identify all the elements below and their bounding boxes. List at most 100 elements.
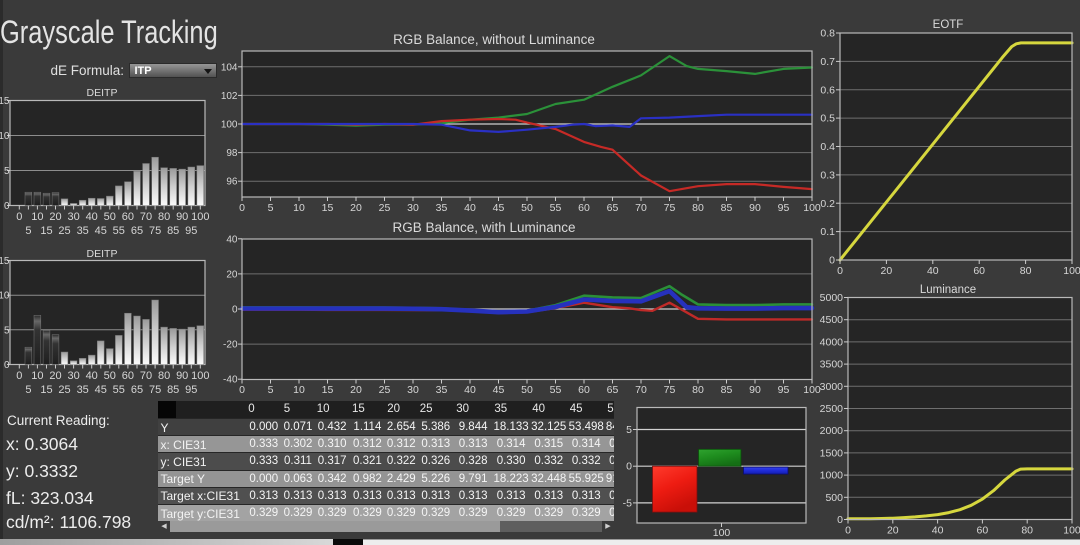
svg-text:45: 45 xyxy=(95,225,107,237)
svg-text:0: 0 xyxy=(16,211,22,223)
svg-text:0.7: 0.7 xyxy=(820,56,835,68)
svg-text:95: 95 xyxy=(185,225,197,237)
svg-text:15: 15 xyxy=(0,96,10,107)
svg-text:85: 85 xyxy=(167,225,179,237)
svg-text:75: 75 xyxy=(664,384,676,396)
svg-text:65: 65 xyxy=(607,384,619,396)
svg-text:0: 0 xyxy=(232,305,238,316)
svg-text:80: 80 xyxy=(1020,265,1032,277)
svg-text:45: 45 xyxy=(493,202,505,214)
svg-text:15: 15 xyxy=(322,202,334,214)
svg-text:30: 30 xyxy=(407,384,419,396)
svg-text:60: 60 xyxy=(122,370,134,382)
svg-text:0.4: 0.4 xyxy=(820,141,835,153)
svg-text:50: 50 xyxy=(104,370,116,382)
svg-text:20: 20 xyxy=(887,525,899,537)
svg-text:15: 15 xyxy=(322,384,334,396)
svg-text:DEITP: DEITP xyxy=(87,87,118,99)
svg-text:70: 70 xyxy=(140,370,152,382)
svg-text:65: 65 xyxy=(607,202,619,214)
svg-text:60: 60 xyxy=(977,525,989,537)
svg-text:45: 45 xyxy=(493,384,505,396)
svg-text:20: 20 xyxy=(49,211,61,223)
svg-text:5: 5 xyxy=(268,384,274,396)
svg-text:90: 90 xyxy=(176,211,188,223)
svg-text:0: 0 xyxy=(829,255,835,267)
svg-text:80: 80 xyxy=(158,370,170,382)
svg-text:DEITP: DEITP xyxy=(87,248,118,260)
svg-text:500: 500 xyxy=(825,492,843,504)
svg-text:104: 104 xyxy=(221,62,238,73)
svg-text:4500: 4500 xyxy=(820,314,844,326)
svg-text:0.5: 0.5 xyxy=(820,113,835,125)
svg-text:15: 15 xyxy=(0,256,10,267)
svg-text:10: 10 xyxy=(31,370,43,382)
svg-text:100: 100 xyxy=(713,527,731,539)
svg-text:96: 96 xyxy=(226,177,238,188)
svg-text:40: 40 xyxy=(464,384,476,396)
svg-text:10: 10 xyxy=(0,291,10,302)
svg-text:55: 55 xyxy=(113,225,125,237)
svg-text:10: 10 xyxy=(0,131,10,142)
svg-text:100: 100 xyxy=(803,384,821,396)
svg-text:0: 0 xyxy=(837,514,843,526)
svg-text:10: 10 xyxy=(31,211,43,223)
svg-text:20: 20 xyxy=(226,269,238,280)
svg-text:90: 90 xyxy=(749,384,761,396)
svg-text:10: 10 xyxy=(293,384,305,396)
svg-text:85: 85 xyxy=(721,202,733,214)
svg-text:0: 0 xyxy=(239,202,245,214)
svg-text:100: 100 xyxy=(191,211,209,223)
svg-text:35: 35 xyxy=(436,384,448,396)
svg-text:5000: 5000 xyxy=(820,292,844,304)
svg-text:70: 70 xyxy=(635,384,647,396)
svg-text:3500: 3500 xyxy=(820,359,844,371)
svg-text:100: 100 xyxy=(1063,265,1080,277)
svg-text:50: 50 xyxy=(521,202,533,214)
svg-text:100: 100 xyxy=(1063,525,1080,537)
svg-text:40: 40 xyxy=(464,202,476,214)
svg-text:30: 30 xyxy=(67,370,79,382)
svg-text:70: 70 xyxy=(140,211,152,223)
svg-text:5: 5 xyxy=(4,166,10,177)
svg-text:25: 25 xyxy=(58,225,70,237)
svg-text:35: 35 xyxy=(77,225,89,237)
svg-text:75: 75 xyxy=(664,202,676,214)
svg-text:100: 100 xyxy=(221,120,238,131)
svg-text:65: 65 xyxy=(131,384,143,396)
svg-text:0.8: 0.8 xyxy=(820,28,835,40)
svg-text:75: 75 xyxy=(149,384,161,396)
svg-text:-40: -40 xyxy=(223,375,238,386)
svg-text:0: 0 xyxy=(4,201,10,212)
svg-text:5: 5 xyxy=(626,424,632,436)
svg-text:80: 80 xyxy=(692,202,704,214)
svg-text:20: 20 xyxy=(49,370,61,382)
svg-text:25: 25 xyxy=(379,384,391,396)
svg-text:20: 20 xyxy=(881,265,893,277)
svg-text:5: 5 xyxy=(4,325,10,336)
svg-text:50: 50 xyxy=(104,211,116,223)
svg-text:4000: 4000 xyxy=(820,336,844,348)
svg-text:0.2: 0.2 xyxy=(820,198,835,210)
svg-text:10: 10 xyxy=(293,202,305,214)
svg-text:5: 5 xyxy=(25,225,31,237)
svg-text:80: 80 xyxy=(1021,525,1033,537)
svg-text:80: 80 xyxy=(158,211,170,223)
svg-text:50: 50 xyxy=(521,384,533,396)
svg-text:0: 0 xyxy=(16,370,22,382)
svg-text:5: 5 xyxy=(25,384,31,396)
svg-text:15: 15 xyxy=(40,384,52,396)
svg-text:75: 75 xyxy=(149,225,161,237)
svg-text:95: 95 xyxy=(778,384,790,396)
svg-text:90: 90 xyxy=(176,370,188,382)
svg-text:0: 0 xyxy=(239,384,245,396)
svg-text:95: 95 xyxy=(185,384,197,396)
svg-text:95: 95 xyxy=(778,202,790,214)
svg-text:45: 45 xyxy=(95,384,107,396)
svg-text:60: 60 xyxy=(973,265,985,277)
svg-text:0: 0 xyxy=(4,360,10,371)
svg-text:0.3: 0.3 xyxy=(820,169,835,181)
svg-text:0.1: 0.1 xyxy=(820,226,835,238)
svg-text:1500: 1500 xyxy=(820,447,844,459)
svg-text:35: 35 xyxy=(436,202,448,214)
